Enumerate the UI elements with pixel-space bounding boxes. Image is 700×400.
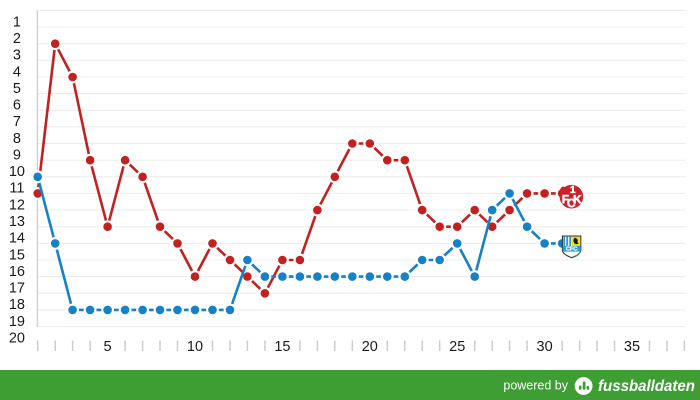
svg-text:17: 17 bbox=[9, 281, 25, 297]
svg-text:35: 35 bbox=[624, 339, 640, 355]
svg-text:16: 16 bbox=[9, 264, 25, 280]
svg-text:CFC: CFC bbox=[566, 246, 578, 252]
svg-text:19: 19 bbox=[9, 314, 25, 330]
svg-text:12: 12 bbox=[9, 197, 25, 213]
svg-text:C: C bbox=[567, 196, 576, 210]
svg-text:6: 6 bbox=[13, 98, 21, 114]
svg-text:1: 1 bbox=[570, 185, 576, 196]
svg-text:13: 13 bbox=[9, 214, 25, 230]
svg-text:10: 10 bbox=[187, 339, 203, 355]
svg-text:F: F bbox=[562, 192, 569, 206]
svg-text:1: 1 bbox=[13, 14, 21, 30]
svg-text:15: 15 bbox=[9, 247, 25, 263]
svg-text:fussballdaten: fussballdaten bbox=[598, 378, 695, 395]
svg-text:10: 10 bbox=[9, 164, 25, 180]
svg-text:K: K bbox=[573, 192, 582, 206]
svg-text:2: 2 bbox=[13, 31, 21, 47]
svg-text:powered by: powered by bbox=[503, 378, 568, 392]
svg-text:20: 20 bbox=[362, 339, 378, 355]
svg-text:5: 5 bbox=[13, 81, 21, 97]
svg-text:3: 3 bbox=[13, 48, 21, 64]
svg-text:9: 9 bbox=[13, 148, 21, 164]
svg-text:7: 7 bbox=[13, 114, 21, 130]
svg-text:25: 25 bbox=[449, 339, 465, 355]
svg-text:5: 5 bbox=[104, 339, 112, 355]
svg-text:11: 11 bbox=[9, 181, 24, 197]
svg-text:15: 15 bbox=[274, 339, 290, 355]
svg-text:30: 30 bbox=[537, 339, 553, 355]
svg-text:4: 4 bbox=[13, 64, 21, 80]
svg-text:18: 18 bbox=[9, 297, 25, 313]
svg-text:20: 20 bbox=[9, 331, 25, 347]
svg-text:14: 14 bbox=[9, 231, 25, 247]
svg-text:8: 8 bbox=[13, 131, 21, 147]
